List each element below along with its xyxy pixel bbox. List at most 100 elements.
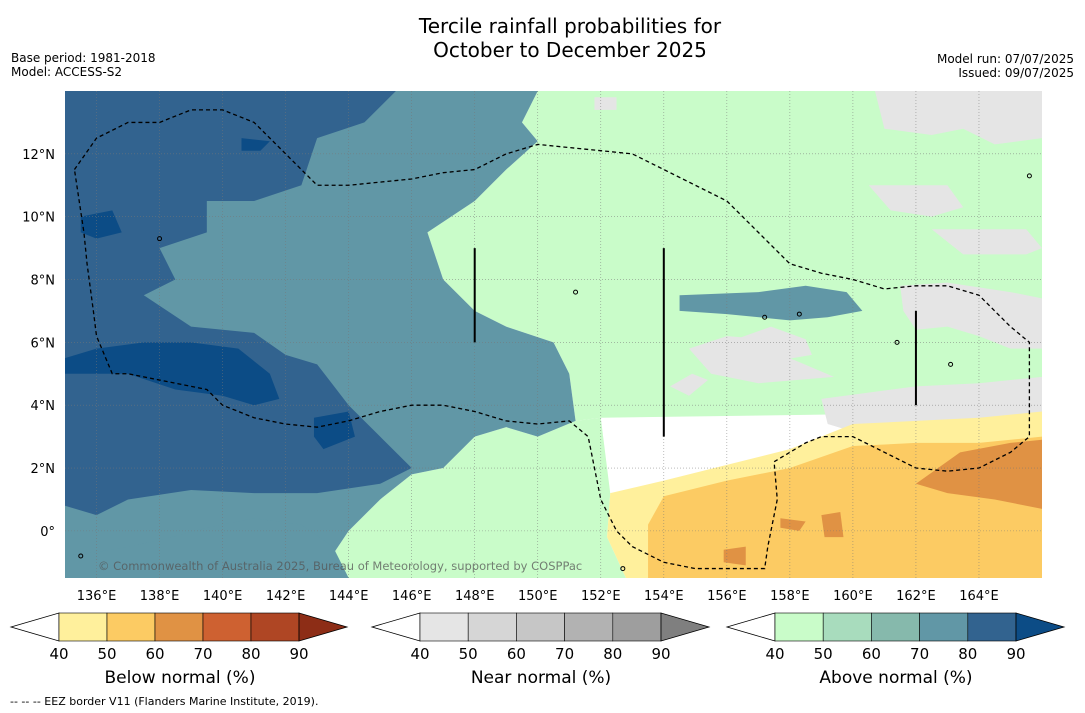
near-colorbar-segment <box>516 612 565 642</box>
above-normal-70-region <box>65 518 349 578</box>
above-normal-90-region <box>80 210 122 239</box>
above-colorbar-tick: 60 <box>862 645 881 663</box>
title-line-2: October to December 2025 <box>433 38 707 62</box>
below-normal-60-region <box>915 439 1042 509</box>
lat-tick-label: 10°N <box>22 211 55 226</box>
near-normal-40-region <box>689 336 834 384</box>
island-outline <box>384 73 388 77</box>
near-normal-40-region <box>868 185 964 217</box>
near-normal-40-region <box>594 97 617 110</box>
below-colorbar-max-arrow <box>298 612 349 642</box>
near-colorbar-tick: 90 <box>651 645 670 663</box>
below-normal-label: Below normal (%) <box>104 668 256 688</box>
map-title: Tercile rainfall probabilities for Octob… <box>0 14 1085 62</box>
eez-border <box>73 109 1031 570</box>
eez-footnote: -- -- -- EEZ border V11 (Flanders Marine… <box>10 695 319 708</box>
near-normal-40-region <box>874 91 1042 145</box>
above-normal-90-region <box>313 411 355 450</box>
below-colorbar-tick: 90 <box>289 645 308 663</box>
island-outline <box>573 289 579 295</box>
lat-tick-label: 12°N <box>22 148 55 163</box>
near-normal-40-region <box>931 229 1042 255</box>
near-normal-label: Near normal (%) <box>470 668 612 688</box>
lon-tick-label: 152°E <box>581 589 621 604</box>
below-colorbar-tick: 80 <box>241 645 260 663</box>
below-colorbar-segment <box>58 612 108 642</box>
near-colorbar-segment <box>612 612 662 642</box>
near-colorbar-max-arrow <box>660 612 711 642</box>
model-name: Model: ACCESS-S2 <box>11 65 123 79</box>
below-colorbar-min-arrow <box>9 612 60 642</box>
lat-tick-label: 0° <box>40 525 55 540</box>
lon-tick-label: 160°E <box>833 589 873 604</box>
lon-tick-label: 140°E <box>203 589 243 604</box>
below-normal-60-region <box>780 518 806 531</box>
lon-tick-label: 148°E <box>455 589 495 604</box>
meta-right: Model run: 07/07/2025 Issued: 09/07/2025 <box>937 52 1074 80</box>
copyright-text: © Commonwealth of Australia 2025, Bureau… <box>98 559 582 573</box>
lon-tick-label: 164°E <box>959 589 999 604</box>
above-normal-40-belt <box>317 417 626 578</box>
above-colorbar-tick: 50 <box>814 645 833 663</box>
above-colorbar-segment <box>774 612 824 642</box>
island-outline <box>762 314 768 320</box>
island-outline <box>620 566 626 572</box>
above-normal-40-region <box>427 91 1042 421</box>
below-normal-60-region <box>723 546 746 566</box>
island-outline <box>157 236 163 242</box>
below-colorbar-tick: 70 <box>193 645 212 663</box>
below-colorbar-segment <box>202 612 252 642</box>
near-colorbar-segment <box>419 612 469 642</box>
lon-tick-label: 146°E <box>392 589 432 604</box>
near-normal-40-region <box>670 373 708 396</box>
near-colorbar-tick: 40 <box>410 645 429 663</box>
lon-tick-label: 136°E <box>77 589 117 604</box>
near-colorbar-min-arrow <box>370 612 421 642</box>
above-colorbar-segment <box>967 612 1017 642</box>
lon-tick-label: 154°E <box>644 589 684 604</box>
below-colorbar-tick: 40 <box>49 645 68 663</box>
above-colorbar-segment <box>822 612 872 642</box>
island-outline <box>78 553 84 559</box>
above-normal-90-region <box>65 342 280 406</box>
above-colorbar-tick: 80 <box>958 645 977 663</box>
island-outline <box>894 339 900 345</box>
lon-tick-label: 162°E <box>896 589 936 604</box>
lon-tick-label: 142°E <box>266 589 306 604</box>
near-colorbar-tick: 60 <box>507 645 526 663</box>
above-colorbar-tick: 90 <box>1006 645 1025 663</box>
lat-tick-label: 8°N <box>31 274 56 289</box>
near-normal-40-region <box>900 282 1042 349</box>
above-colorbar-tick: 40 <box>765 645 784 663</box>
lon-tick-label: 144°E <box>329 589 369 604</box>
lon-tick-label: 158°E <box>770 589 810 604</box>
issued-date: Issued: 09/07/2025 <box>958 66 1074 80</box>
lon-tick-label: 156°E <box>707 589 747 604</box>
above-normal-label: Above normal (%) <box>819 668 973 688</box>
lat-tick-label: 4°N <box>31 399 56 414</box>
lon-tick-label: 138°E <box>140 589 180 604</box>
below-colorbar-tick: 60 <box>145 645 164 663</box>
meta-left: Base period: 1981-2018 Model: ACCESS-S2 <box>11 51 156 79</box>
near-colorbar-tick: 70 <box>555 645 574 663</box>
above-colorbar-segment <box>871 612 920 642</box>
lat-tick-label: 6°N <box>31 336 56 351</box>
base-period: Base period: 1981-2018 <box>11 51 156 65</box>
above-normal-90-region <box>241 138 270 151</box>
lon-tick-label: 150°E <box>518 589 558 604</box>
above-normal-70-region <box>679 285 863 321</box>
below-normal-60-region <box>821 512 844 538</box>
above-colorbar-segment <box>919 612 969 642</box>
above-colorbar-max-arrow <box>1015 612 1066 642</box>
below-colorbar-segment <box>154 612 204 642</box>
island-outline <box>948 361 954 367</box>
above-colorbar-min-arrow <box>725 612 776 642</box>
island-outline <box>796 311 802 317</box>
near-colorbar-tick: 50 <box>459 645 478 663</box>
near-colorbar-segment <box>564 612 614 642</box>
near-colorbar-segment <box>467 612 517 642</box>
below-colorbar-segment <box>250 612 300 642</box>
below-colorbar-segment <box>106 612 156 642</box>
title-line-1: Tercile rainfall probabilities for <box>418 14 722 38</box>
